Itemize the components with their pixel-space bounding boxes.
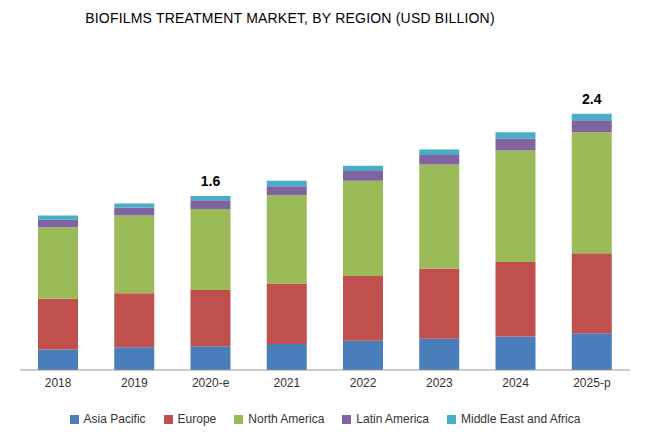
html-text:BIOFILMS TREATMENT MARKET, BY: BIOFILMS TREATMENT MARKET, BY REGION (US… <box>85 10 495 26</box>
html-text:Europe: Europe <box>177 412 217 426</box>
svg-text:2018: 2018 <box>45 376 72 390</box>
svg-text:2020-e: 2020-e <box>192 376 230 390</box>
svg-text:2019: 2019 <box>121 376 148 390</box>
svg-text:2024: 2024 <box>502 376 529 390</box>
svg-text:1.6: 1.6 <box>201 173 221 189</box>
svg-text:2022: 2022 <box>350 376 377 390</box>
html-text:Asia Pacific: Asia Pacific <box>83 412 146 426</box>
html-text:North America: North America <box>248 412 325 426</box>
html-text:Latin America: Latin America <box>356 412 429 426</box>
html-text:Middle East and Africa: Middle East and Africa <box>461 412 581 426</box>
svg-text:2021: 2021 <box>274 376 301 390</box>
svg-text:2025-p: 2025-p <box>573 376 611 390</box>
svg-text:2.4: 2.4 <box>582 91 602 107</box>
svg-text:2023: 2023 <box>426 376 453 390</box>
